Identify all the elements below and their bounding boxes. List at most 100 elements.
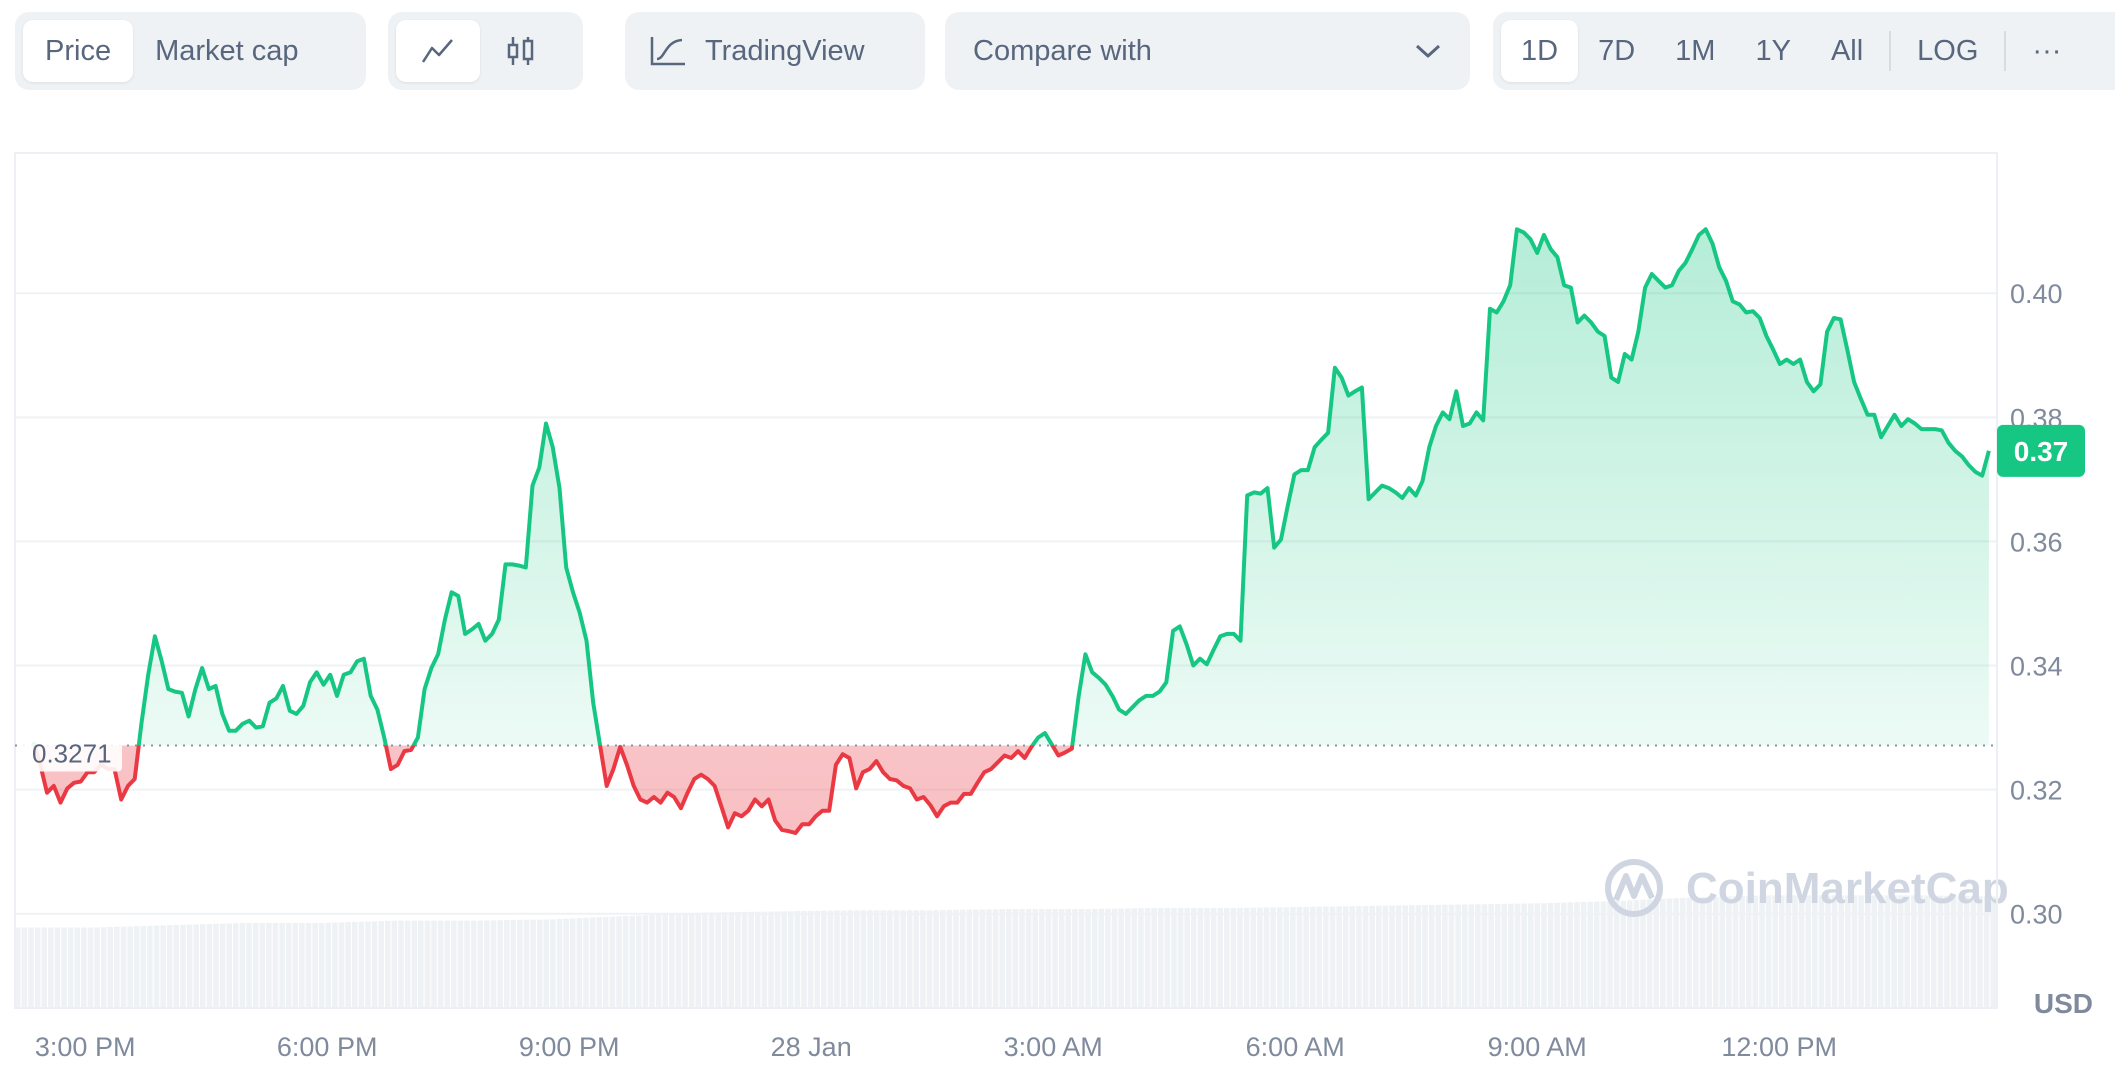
volume-bar — [1607, 901, 1613, 1008]
volume-bar — [966, 909, 972, 1008]
range-all[interactable]: All — [1830, 34, 1864, 67]
x-tick-label: 9:00 AM — [1488, 1032, 1587, 1062]
volume-bar — [206, 924, 213, 1008]
volume-bar — [305, 922, 312, 1008]
volume-bar — [1541, 903, 1547, 1008]
volume-bar — [1527, 903, 1534, 1008]
volume-bar — [583, 917, 589, 1008]
volume-bar — [219, 923, 226, 1008]
log-scale-toggle[interactable]: LOG — [1917, 34, 1979, 67]
baseline-label: 0.3271 — [20, 735, 122, 772]
volume-bar — [464, 920, 470, 1008]
volume-bar — [431, 920, 437, 1008]
more-options-button[interactable]: ··· — [2032, 34, 2062, 67]
volume-bar — [213, 923, 219, 1008]
volume-bar — [1131, 908, 1138, 1008]
volume-bar — [371, 921, 378, 1008]
volume-bar — [1620, 900, 1627, 1008]
y-axis: 0.400.380.360.340.320.30 — [2010, 279, 2063, 929]
volume-bar — [1812, 895, 1818, 1008]
volume-bar — [1197, 907, 1204, 1008]
volume-bar — [1904, 895, 1911, 1008]
volume-bar — [1818, 895, 1825, 1008]
volume-bar — [721, 912, 728, 1008]
x-tick-label: 28 Jan — [771, 1032, 852, 1062]
volume-bar — [1329, 906, 1336, 1008]
volume-bar — [1547, 902, 1554, 1008]
volume-bar — [787, 911, 794, 1008]
x-tick-label: 12:00 PM — [1721, 1032, 1837, 1062]
volume-bar — [1190, 907, 1197, 1008]
y-tick-label: 0.34 — [2010, 652, 2063, 682]
volume-bar — [100, 927, 107, 1008]
volume-bar — [1224, 907, 1230, 1008]
volume-bar — [1640, 899, 1646, 1008]
volume-bar — [1177, 907, 1184, 1008]
volume-bar — [338, 922, 345, 1008]
range-7d[interactable]: 7D — [1598, 34, 1636, 67]
volume-bar — [1157, 907, 1164, 1008]
volume-bar — [239, 923, 246, 1008]
range-1d[interactable]: 1D — [1501, 20, 1579, 82]
volume-bar — [972, 909, 979, 1008]
volume-bar — [233, 923, 239, 1008]
candlestick-button[interactable] — [480, 20, 562, 82]
volume-bar — [140, 926, 147, 1008]
volume-bar — [550, 919, 556, 1008]
range-1m[interactable]: 1M — [1675, 34, 1716, 67]
volume-bar — [1342, 906, 1349, 1008]
volume-bar — [887, 910, 893, 1008]
volume-bar — [259, 922, 266, 1008]
volume-bar — [900, 910, 906, 1008]
line-chart-button[interactable] — [396, 20, 480, 82]
volume-bar — [1243, 907, 1250, 1008]
volume-bar — [1039, 909, 1045, 1008]
volume-bar — [404, 920, 411, 1008]
volume-bar — [1349, 906, 1356, 1008]
volume-bar — [768, 911, 774, 1008]
volume-bar — [906, 910, 913, 1008]
volume-bar — [61, 927, 67, 1008]
volume-bar — [1124, 908, 1131, 1008]
volume-bar — [81, 927, 87, 1008]
volume-bar — [391, 920, 398, 1008]
volume-bar — [318, 922, 325, 1008]
volume-bar — [1924, 895, 1930, 1008]
tab-market-cap[interactable]: Market cap — [155, 34, 299, 67]
volume-bar — [622, 916, 629, 1008]
volume-bar — [332, 922, 338, 1008]
volume-bar — [1930, 895, 1937, 1008]
volume-bar — [1706, 897, 1712, 1008]
volume-bar — [1679, 897, 1686, 1008]
volume-bar — [437, 920, 444, 1008]
volume-bar — [986, 909, 992, 1008]
volume-bar — [127, 926, 133, 1008]
volume-bar — [1012, 909, 1019, 1008]
range-1y[interactable]: 1Y — [1755, 34, 1791, 67]
compare-with-dropdown[interactable]: Compare with — [945, 12, 1470, 90]
volume-bar — [867, 910, 873, 1008]
volume-bar — [1719, 896, 1726, 1008]
tab-price[interactable]: Price — [23, 20, 134, 82]
compare-with-label: Compare with — [973, 34, 1152, 67]
volume-bar — [1970, 896, 1977, 1008]
volume-bar — [1878, 895, 1884, 1008]
time-range-selector: 1D 7D 1M 1Y All LOG ··· — [1493, 12, 2115, 90]
volume-bar — [880, 910, 887, 1008]
volume-bar — [1699, 897, 1706, 1008]
tradingview-button[interactable]: TradingView — [625, 12, 925, 90]
volume-bar — [1118, 908, 1124, 1008]
current-price-badge: 0.37 — [1997, 424, 2085, 477]
volume-bar — [1296, 906, 1303, 1008]
coinmarketcap-logo-icon — [1605, 859, 1663, 917]
volume-bar — [1871, 895, 1878, 1008]
volume-bar — [299, 922, 305, 1008]
y-tick-label: 0.40 — [2010, 279, 2063, 309]
volume-bar — [133, 926, 140, 1008]
volume-bar — [543, 919, 550, 1008]
volume-bar — [180, 924, 186, 1008]
volume-bar — [1475, 904, 1481, 1008]
volume-bar — [1171, 907, 1177, 1008]
volume-bar — [1488, 904, 1494, 1008]
